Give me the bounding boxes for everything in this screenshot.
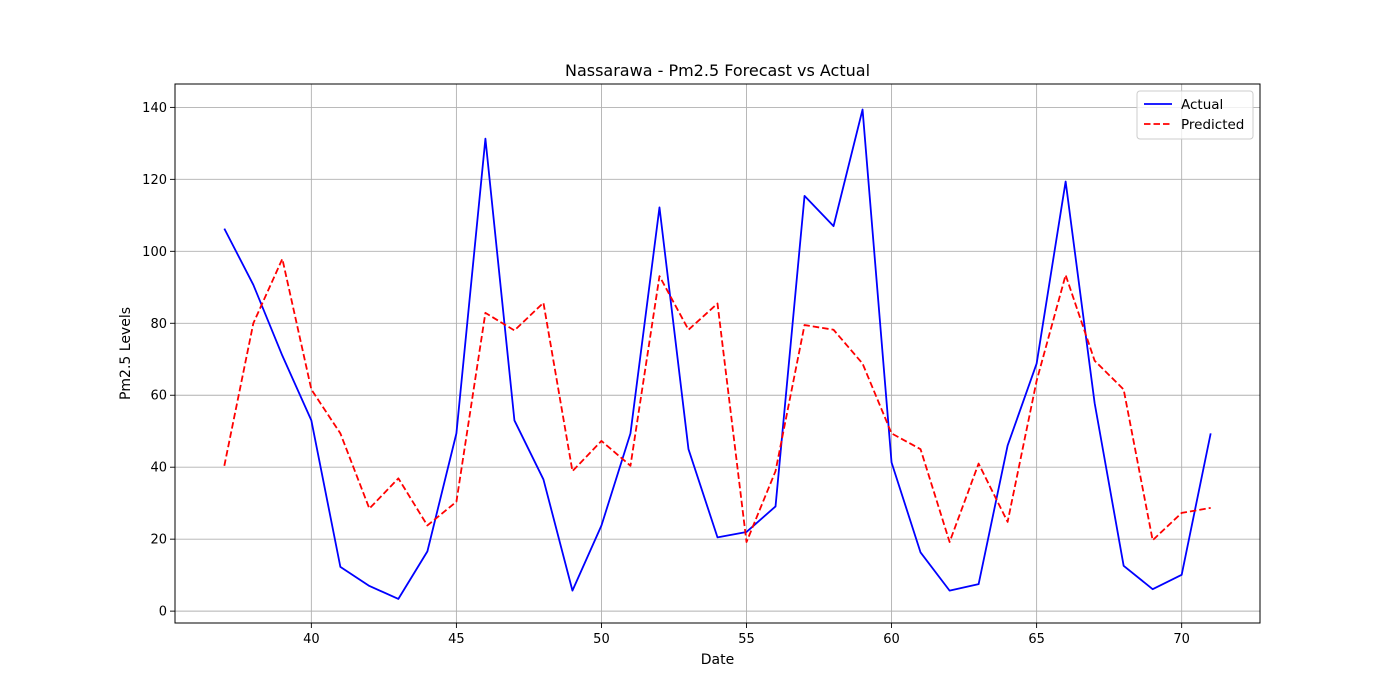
x-tick-label: 70	[1173, 632, 1190, 647]
x-tick-label: 65	[1028, 632, 1045, 647]
grid	[175, 84, 1260, 623]
series-line-predicted	[223, 257, 1211, 543]
plot-frame	[174, 83, 1261, 624]
x-tick-label: 40	[303, 632, 320, 647]
chart-title: Nassarawa - Pm2.5 Forecast vs Actual	[565, 61, 870, 80]
series-line-actual	[223, 108, 1212, 600]
x-tick-label: 60	[883, 632, 900, 647]
y-tick-label: 40	[150, 461, 167, 476]
x-axis-label: Date	[701, 652, 734, 668]
axis-ticks: 40 45 50 55 60 65 70 0 20 40 60 80 100 120 140	[142, 101, 1190, 647]
legend-box	[1136, 90, 1254, 140]
y-tick-label: 80	[150, 317, 167, 332]
x-tick-label: 45	[448, 632, 465, 647]
x-tick-label: 50	[593, 632, 610, 647]
series-group	[223, 108, 1212, 600]
legend-label-actual: Actual	[1181, 97, 1223, 113]
y-axis-label: Pm2.5 Levels	[118, 307, 134, 400]
y-tick-label: 0	[159, 605, 167, 620]
legend-label-predicted: Predicted	[1181, 117, 1244, 133]
y-tick-label: 120	[142, 173, 167, 188]
y-tick-label: 100	[142, 245, 167, 260]
y-tick-label: 20	[150, 533, 167, 548]
legend: Actual Predicted	[1136, 90, 1254, 140]
y-tick-label: 60	[150, 389, 167, 404]
x-tick-label: 55	[738, 632, 755, 647]
y-tick-label: 140	[142, 101, 167, 116]
